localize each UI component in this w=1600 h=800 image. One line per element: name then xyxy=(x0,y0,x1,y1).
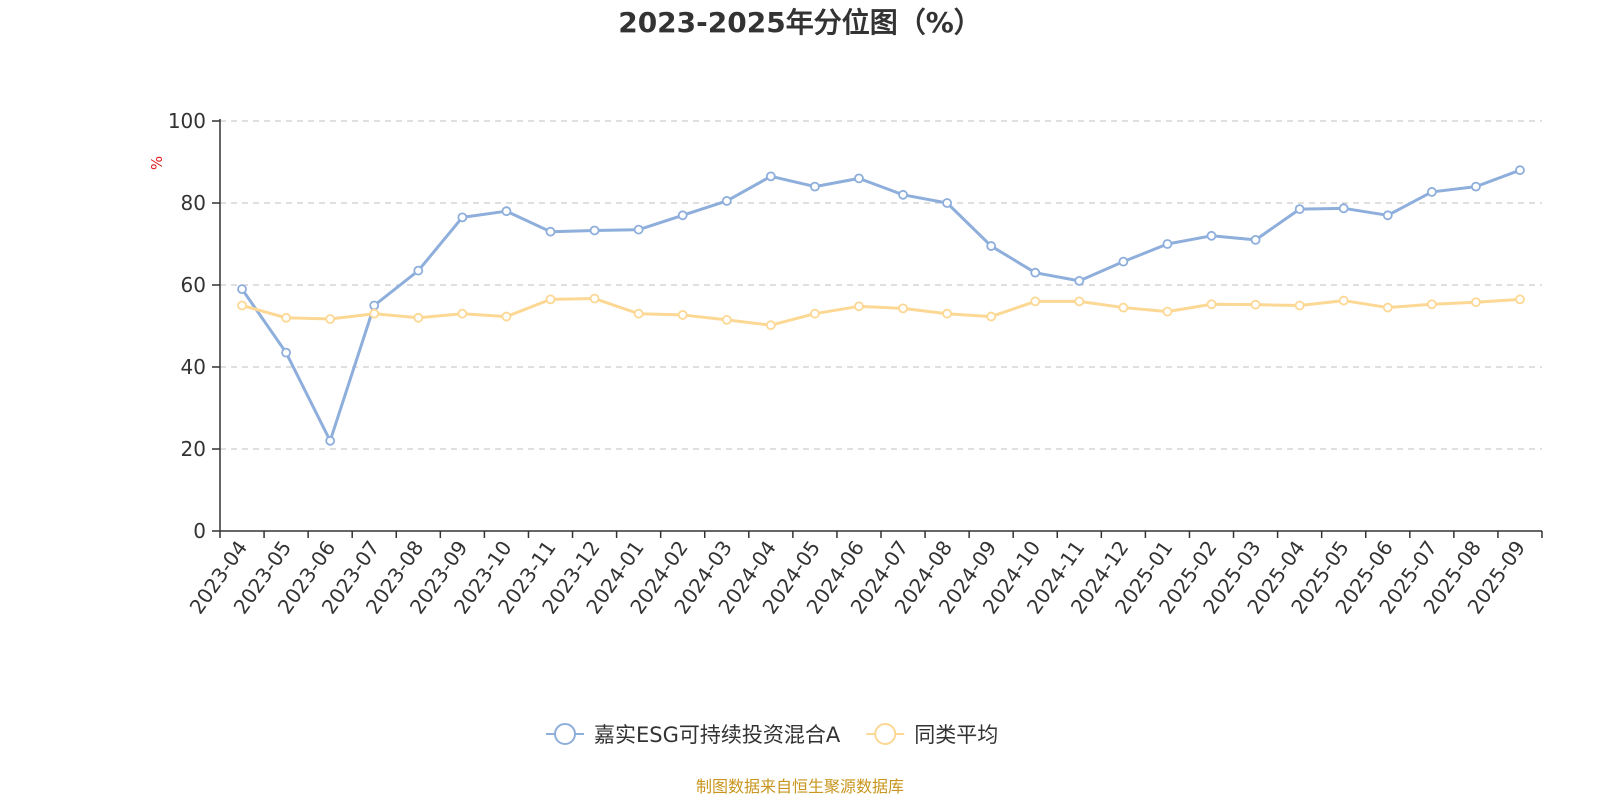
data-point[interactable] xyxy=(1162,239,1173,249)
data-point[interactable] xyxy=(898,189,908,200)
data-point[interactable] xyxy=(325,435,336,446)
legend-label: 同类平均 xyxy=(914,723,998,747)
y-tick-label: 60 xyxy=(181,273,206,297)
data-point[interactable] xyxy=(1426,187,1437,197)
data-point[interactable] xyxy=(501,206,512,217)
data-point[interactable] xyxy=(1294,300,1305,311)
data-point[interactable] xyxy=(854,301,864,312)
data-point[interactable] xyxy=(986,311,997,322)
data-point[interactable] xyxy=(589,225,600,236)
data-point[interactable] xyxy=(942,308,952,319)
data-point[interactable] xyxy=(1030,296,1041,307)
y-tick-label: 40 xyxy=(181,355,206,379)
data-point[interactable] xyxy=(942,198,952,208)
data-point[interactable] xyxy=(1074,296,1085,307)
data-point[interactable] xyxy=(633,308,644,319)
data-point[interactable] xyxy=(1118,256,1129,267)
legend-item-1[interactable]: 嘉实ESG可持续投资混合A xyxy=(546,723,841,747)
data-point[interactable] xyxy=(1030,267,1041,278)
data-point[interactable] xyxy=(1515,294,1525,305)
data-point[interactable] xyxy=(1250,299,1261,310)
data-point[interactable] xyxy=(765,171,776,182)
y-tick-labels: 0 20 40 60 80 100 xyxy=(168,109,206,543)
data-point[interactable] xyxy=(281,312,292,323)
data-point[interactable] xyxy=(413,265,424,276)
data-point[interactable] xyxy=(1294,204,1305,215)
data-point[interactable] xyxy=(1338,203,1349,214)
legend-swatch-marker xyxy=(874,723,897,745)
legend: 嘉实ESG可持续投资混合A 同类平均 xyxy=(546,723,998,747)
series-line xyxy=(241,297,1521,327)
data-point[interactable] xyxy=(1074,275,1085,286)
data-point[interactable] xyxy=(1426,299,1437,310)
data-point[interactable] xyxy=(854,173,864,184)
y-tick-label: 0 xyxy=(193,519,206,543)
data-point[interactable] xyxy=(1206,230,1217,241)
y-tick-label: 20 xyxy=(181,437,206,461)
data-point[interactable] xyxy=(986,241,997,251)
y-tick-label: 80 xyxy=(181,191,206,215)
axes xyxy=(212,119,1543,538)
grid-lines xyxy=(220,120,1542,450)
data-point[interactable] xyxy=(1250,234,1261,245)
data-point[interactable] xyxy=(810,308,820,319)
data-point[interactable] xyxy=(677,310,688,320)
legend-item-2[interactable]: 同类平均 xyxy=(866,723,998,747)
data-point[interactable] xyxy=(1471,181,1481,192)
data-point[interactable] xyxy=(457,308,468,319)
series-line xyxy=(240,168,1521,443)
data-point[interactable] xyxy=(237,284,247,295)
x-tick-labels: 2023-042023-052023-062023-072023-082023-… xyxy=(185,536,1531,618)
data-point[interactable] xyxy=(545,294,556,305)
data-point[interactable] xyxy=(325,314,336,324)
data-point[interactable] xyxy=(237,300,247,311)
data-point[interactable] xyxy=(1471,297,1481,308)
data-point[interactable] xyxy=(369,308,380,319)
data-point[interactable] xyxy=(413,312,424,323)
data-point[interactable] xyxy=(721,314,732,325)
series-2 xyxy=(237,293,1525,331)
data-point[interactable] xyxy=(677,210,688,221)
legend-swatch-marker xyxy=(554,723,576,745)
data-point[interactable] xyxy=(1515,165,1525,176)
series-1 xyxy=(237,165,1525,446)
data-point[interactable] xyxy=(810,181,820,192)
chart-title: 2023-2025年分位图（%） xyxy=(618,6,982,39)
y-axis-label: % xyxy=(148,156,166,170)
data-point[interactable] xyxy=(545,226,556,237)
data-point[interactable] xyxy=(721,196,732,206)
data-point[interactable] xyxy=(457,212,468,223)
data-point[interactable] xyxy=(281,347,292,358)
source-note: 制图数据来自恒生聚源数据库 xyxy=(696,777,904,796)
legend-label: 嘉实ESG可持续投资混合A xyxy=(594,723,841,747)
data-point[interactable] xyxy=(1206,299,1217,310)
data-point[interactable] xyxy=(369,300,380,311)
data-point[interactable] xyxy=(501,311,512,322)
data-point[interactable] xyxy=(1382,210,1393,221)
data-point[interactable] xyxy=(1162,306,1173,317)
data-point[interactable] xyxy=(1118,302,1129,313)
data-point[interactable] xyxy=(1338,295,1349,306)
data-point[interactable] xyxy=(898,303,908,314)
data-point[interactable] xyxy=(633,224,644,235)
data-point[interactable] xyxy=(765,320,776,331)
y-tick-label: 100 xyxy=(168,109,206,133)
data-point[interactable] xyxy=(589,293,600,304)
series-layer xyxy=(237,165,1525,446)
data-point[interactable] xyxy=(1382,302,1393,313)
